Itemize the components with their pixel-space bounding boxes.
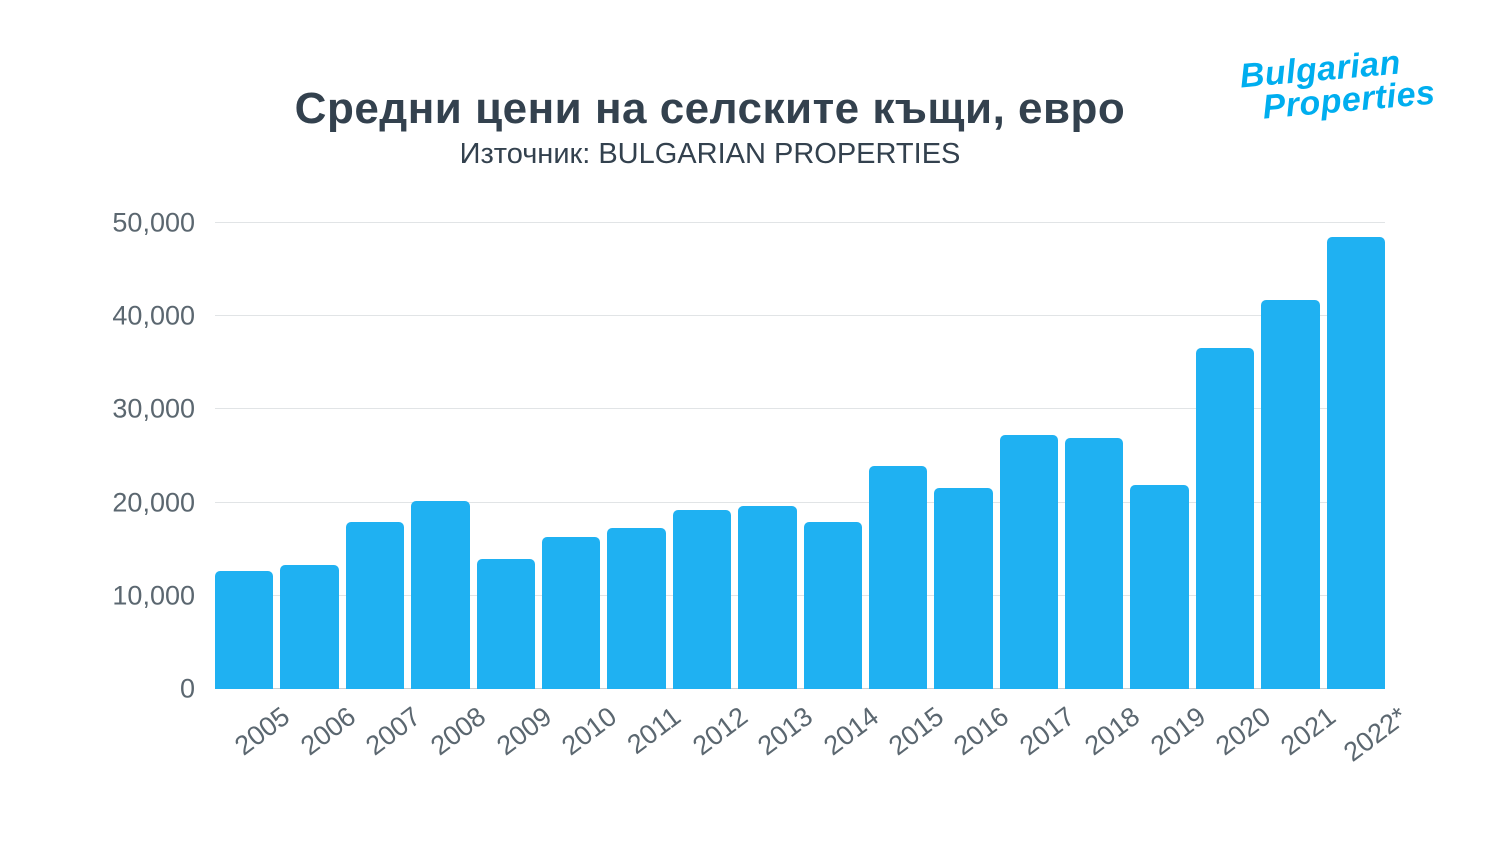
bar-2015 <box>868 466 928 689</box>
bar-cell: 2011 <box>607 223 687 760</box>
bar-2012 <box>672 510 732 689</box>
y-axis-tick-label: 40,000 <box>112 300 195 331</box>
bar-2017 <box>999 434 1059 689</box>
x-axis-tick-label: 2022* <box>1338 701 1413 768</box>
x-axis-tick-label: 2009 <box>490 701 557 762</box>
x-axis-tick-label: 2020 <box>1210 701 1277 762</box>
x-axis-baseline <box>215 688 1385 689</box>
x-axis-tick-label: 2013 <box>752 701 819 762</box>
bar-cell: 2018 <box>1065 223 1145 761</box>
bar-cell: 2006 <box>280 223 361 761</box>
x-axis-tick-label: 2005 <box>229 701 296 762</box>
bars-container: 2005 2006 2007 2008 2009 2010 2011 2012 2013 2014… <box>215 223 1413 767</box>
bar-cell: 2012 <box>672 223 753 761</box>
bar-cell: 2009 <box>476 223 557 761</box>
bar-2018 <box>1065 438 1124 689</box>
bar-cell: 2017 <box>999 223 1080 761</box>
gridline <box>215 408 1385 410</box>
bar-cell: 2022* <box>1326 223 1413 767</box>
gridline <box>215 501 1385 503</box>
bar-cell: 2013 <box>738 223 818 761</box>
x-axis-tick-label: 2017 <box>1013 701 1080 762</box>
bar-2019 <box>1130 484 1189 689</box>
bar-2021 <box>1261 300 1320 689</box>
x-axis-tick-label: 2008 <box>425 701 492 762</box>
bar-2020 <box>1195 347 1255 689</box>
bar-2022 <box>1326 236 1386 689</box>
gridline <box>215 222 1385 223</box>
bar-cell: 2021 <box>1261 223 1342 761</box>
bar-2014 <box>803 522 862 689</box>
bar-2010 <box>541 537 601 689</box>
x-axis-tick-label: 2014 <box>817 701 884 762</box>
bar-cell: 2019 <box>1130 223 1211 761</box>
bar-2016 <box>934 487 993 689</box>
bar-cell: 2008 <box>411 223 491 761</box>
bar-cell: 2014 <box>803 223 884 761</box>
x-axis-tick-label: 2021 <box>1275 701 1342 762</box>
bar-cell: 2007 <box>345 223 426 761</box>
bar-2008 <box>411 500 470 689</box>
bar-2013 <box>738 506 797 689</box>
bar-cell: 2005 <box>215 223 295 761</box>
x-axis-tick-label: 2006 <box>294 701 361 762</box>
bar-2011 <box>607 527 666 689</box>
x-axis-tick-label: 2019 <box>1144 701 1211 762</box>
chart-subtitle: Източник: BULGARIAN PROPERTIES <box>459 138 961 170</box>
bar-2005 <box>215 570 274 689</box>
x-axis-tick-label: 2016 <box>948 701 1015 762</box>
chart-title: Средни цени на селските къщи, евро <box>294 84 1126 133</box>
y-axis-tick-label: 30,000 <box>112 393 195 424</box>
y-axis-tick-label: 20,000 <box>112 487 195 518</box>
bar-cell: 2015 <box>868 223 949 761</box>
plot-area: 0 10,000 20,000 30,000 40,000 50,000 2005 2006 2… <box>112 208 1413 768</box>
y-axis-tick-label: 50,000 <box>112 207 195 238</box>
bar-2007 <box>345 522 405 689</box>
x-axis-tick-label: 2011 <box>622 701 687 760</box>
bar-2006 <box>280 565 339 689</box>
y-axis-tick-label: 0 <box>179 673 195 704</box>
bar-cell: 2010 <box>541 223 622 761</box>
bar-cell: 2020 <box>1195 223 1276 761</box>
gridline <box>215 594 1385 596</box>
x-axis-tick-label: 2012 <box>686 701 754 762</box>
x-axis-tick-label: 2015 <box>883 701 950 762</box>
gridline <box>215 315 1385 317</box>
x-axis-tick-label: 2007 <box>360 701 427 762</box>
bar-cell: 2016 <box>934 223 1015 761</box>
x-axis-tick-label: 2018 <box>1079 701 1146 762</box>
bar-2009 <box>476 559 535 689</box>
x-axis-tick-label: 2010 <box>556 701 623 762</box>
y-axis-tick-label: 10,000 <box>112 580 195 611</box>
